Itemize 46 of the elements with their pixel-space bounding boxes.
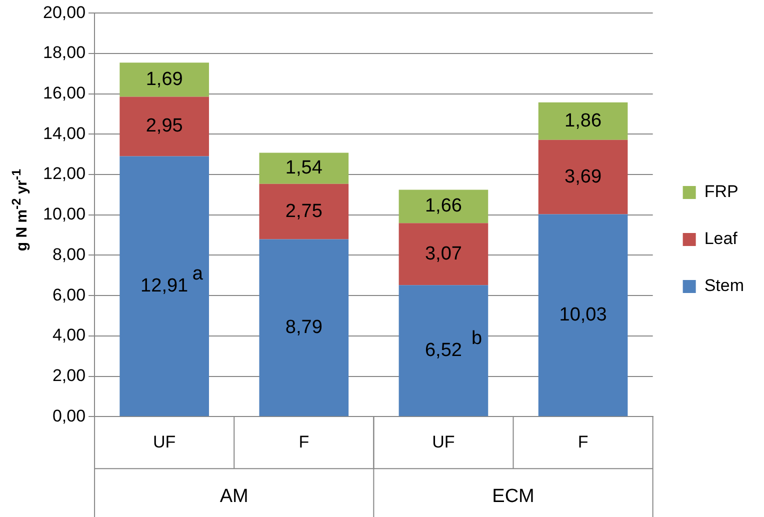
bar xyxy=(120,156,209,416)
data-label: 1,86 xyxy=(564,110,602,132)
data-label: 1,69 xyxy=(146,68,183,90)
data-label: 2,95 xyxy=(146,116,183,137)
data-label: 3,07 xyxy=(424,243,462,264)
bar xyxy=(398,223,488,286)
y-tick-label: 12,00 xyxy=(42,164,86,184)
y-tick-label: 2,00 xyxy=(52,366,86,385)
x-tick-label: UF xyxy=(152,432,176,452)
data-label: 10,03 xyxy=(559,304,607,326)
data-label: 2,75 xyxy=(285,200,322,222)
x-tick-label: UF xyxy=(432,432,455,452)
annotation: a xyxy=(192,263,204,284)
y-tick-label: 8,00 xyxy=(52,244,86,264)
bar xyxy=(259,152,349,184)
bar xyxy=(259,184,349,240)
y-tick-label: 14,00 xyxy=(42,124,86,143)
data-label: 1,66 xyxy=(424,196,462,217)
bar xyxy=(120,62,209,97)
y-tick-label: 20,00 xyxy=(42,2,86,22)
bar xyxy=(120,96,209,156)
legend-label: Stem xyxy=(704,276,744,296)
text: AM xyxy=(220,486,248,507)
bar xyxy=(398,190,488,224)
data-label: 8,79 xyxy=(285,316,322,338)
data-label: 1,54 xyxy=(285,158,323,179)
y-tick-label: 10,00 xyxy=(42,204,86,224)
y-tick-label: 0,00 xyxy=(52,406,86,426)
y-tick-label: 18,00 xyxy=(42,43,86,62)
y-tick-label: 6,00 xyxy=(52,285,86,304)
legend-label: Leaf xyxy=(704,229,738,248)
data-label: 6,52 xyxy=(424,340,462,361)
y-tick-label: 4,00 xyxy=(52,326,86,345)
data-label: 12,91 xyxy=(140,275,188,296)
x-tick-label: F xyxy=(578,432,588,452)
data-label: 3,69 xyxy=(564,166,602,188)
bar xyxy=(398,285,488,416)
x-tick-label: F xyxy=(298,432,310,452)
text: ECM xyxy=(492,486,534,507)
bar xyxy=(538,140,628,214)
annotation: b xyxy=(471,328,482,349)
y-tick-label: 16,00 xyxy=(42,84,86,103)
bar xyxy=(259,239,349,416)
legend-label: FRP xyxy=(704,182,738,202)
bar xyxy=(538,102,628,140)
bar xyxy=(538,214,628,416)
